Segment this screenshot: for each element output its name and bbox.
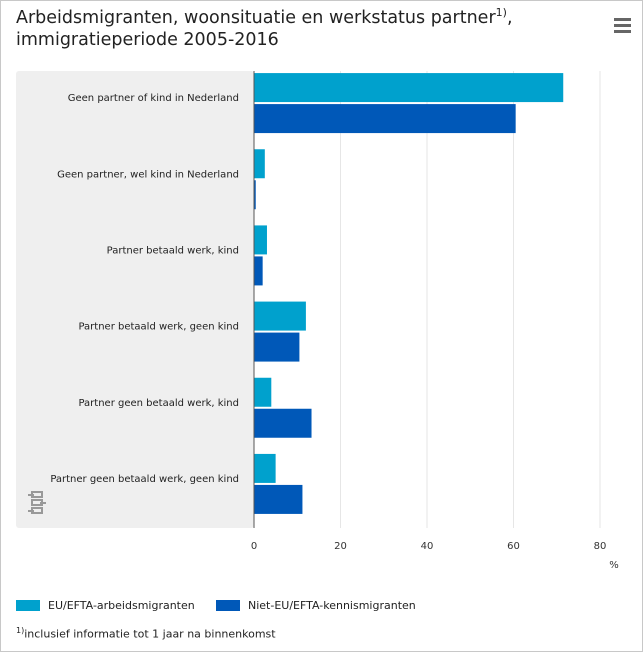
bar-series0-cat4 xyxy=(254,377,272,407)
x-tick-labels: 0 20 40 60 80 xyxy=(251,541,607,552)
title-line-1: Arbeidsmigranten, woonsituatie en werkst… xyxy=(16,8,496,28)
x-tick-label-20: 20 xyxy=(334,541,347,552)
legend-swatch-niet-eu-efta xyxy=(216,600,240,611)
cbs-logo-icon xyxy=(28,491,46,514)
category-label-3: Partner betaald werk, geen kind xyxy=(78,322,239,333)
chart-title: Arbeidsmigranten, woonsituatie en werkst… xyxy=(16,7,576,51)
bar-series0-cat0 xyxy=(254,73,564,103)
category-label-panel xyxy=(16,71,254,528)
bar-series1-cat0 xyxy=(254,104,516,134)
bar-series0-cat3 xyxy=(254,301,306,331)
legend-label-niet-eu-efta: Niet-EU/EFTA-kennismigranten xyxy=(248,599,416,612)
legend-item-niet-eu-efta[interactable]: Niet-EU/EFTA-kennismigranten xyxy=(216,599,416,613)
legend-label-eu-efta: EU/EFTA-arbeidsmigranten xyxy=(48,599,195,612)
x-tick-label-0: 0 xyxy=(251,541,257,552)
bar-chart: Geen partner of kind in Nederland Geen pa… xyxy=(16,71,619,571)
category-label-1: Geen partner, wel kind in Nederland xyxy=(57,169,239,180)
category-label-2: Partner betaald werk, kind xyxy=(107,245,239,256)
title-footnote-marker: 1) xyxy=(495,6,507,20)
bar-series0-cat1 xyxy=(254,149,265,179)
bars xyxy=(254,73,564,514)
footnote: 1)inclusief informatie tot 1 jaar na bin… xyxy=(16,626,276,641)
bar-series0-cat2 xyxy=(254,225,267,255)
x-axis-unit-label: % xyxy=(609,560,619,571)
legend-item-eu-efta[interactable]: EU/EFTA-arbeidsmigranten xyxy=(16,599,195,613)
legend-swatch-eu-efta xyxy=(16,600,40,611)
x-tick-label-40: 40 xyxy=(421,541,434,552)
bar-series1-cat3 xyxy=(254,332,300,362)
bar-series1-cat4 xyxy=(254,408,312,438)
bar-series1-cat5 xyxy=(254,484,303,514)
footnote-text: inclusief informatie tot 1 jaar na binne… xyxy=(24,627,276,641)
category-label-4: Partner geen betaald werk, kind xyxy=(78,398,239,409)
bar-series1-cat1 xyxy=(254,180,256,210)
bar-series0-cat5 xyxy=(254,453,276,483)
title-comma: , xyxy=(506,8,513,28)
gridlines xyxy=(340,71,601,528)
hamburger-menu-icon[interactable] xyxy=(614,18,631,33)
x-tick-label-60: 60 xyxy=(507,541,520,552)
title-line-2: immigratieperiode 2005-2016 xyxy=(16,30,279,50)
x-tick-label-80: 80 xyxy=(594,541,607,552)
category-label-5: Partner geen betaald werk, geen kind xyxy=(50,474,239,485)
bar-series1-cat2 xyxy=(254,256,263,286)
category-label-0: Geen partner of kind in Nederland xyxy=(68,93,239,104)
footnote-marker: 1) xyxy=(16,626,25,635)
category-labels: Geen partner of kind in Nederland Geen pa… xyxy=(50,93,239,485)
